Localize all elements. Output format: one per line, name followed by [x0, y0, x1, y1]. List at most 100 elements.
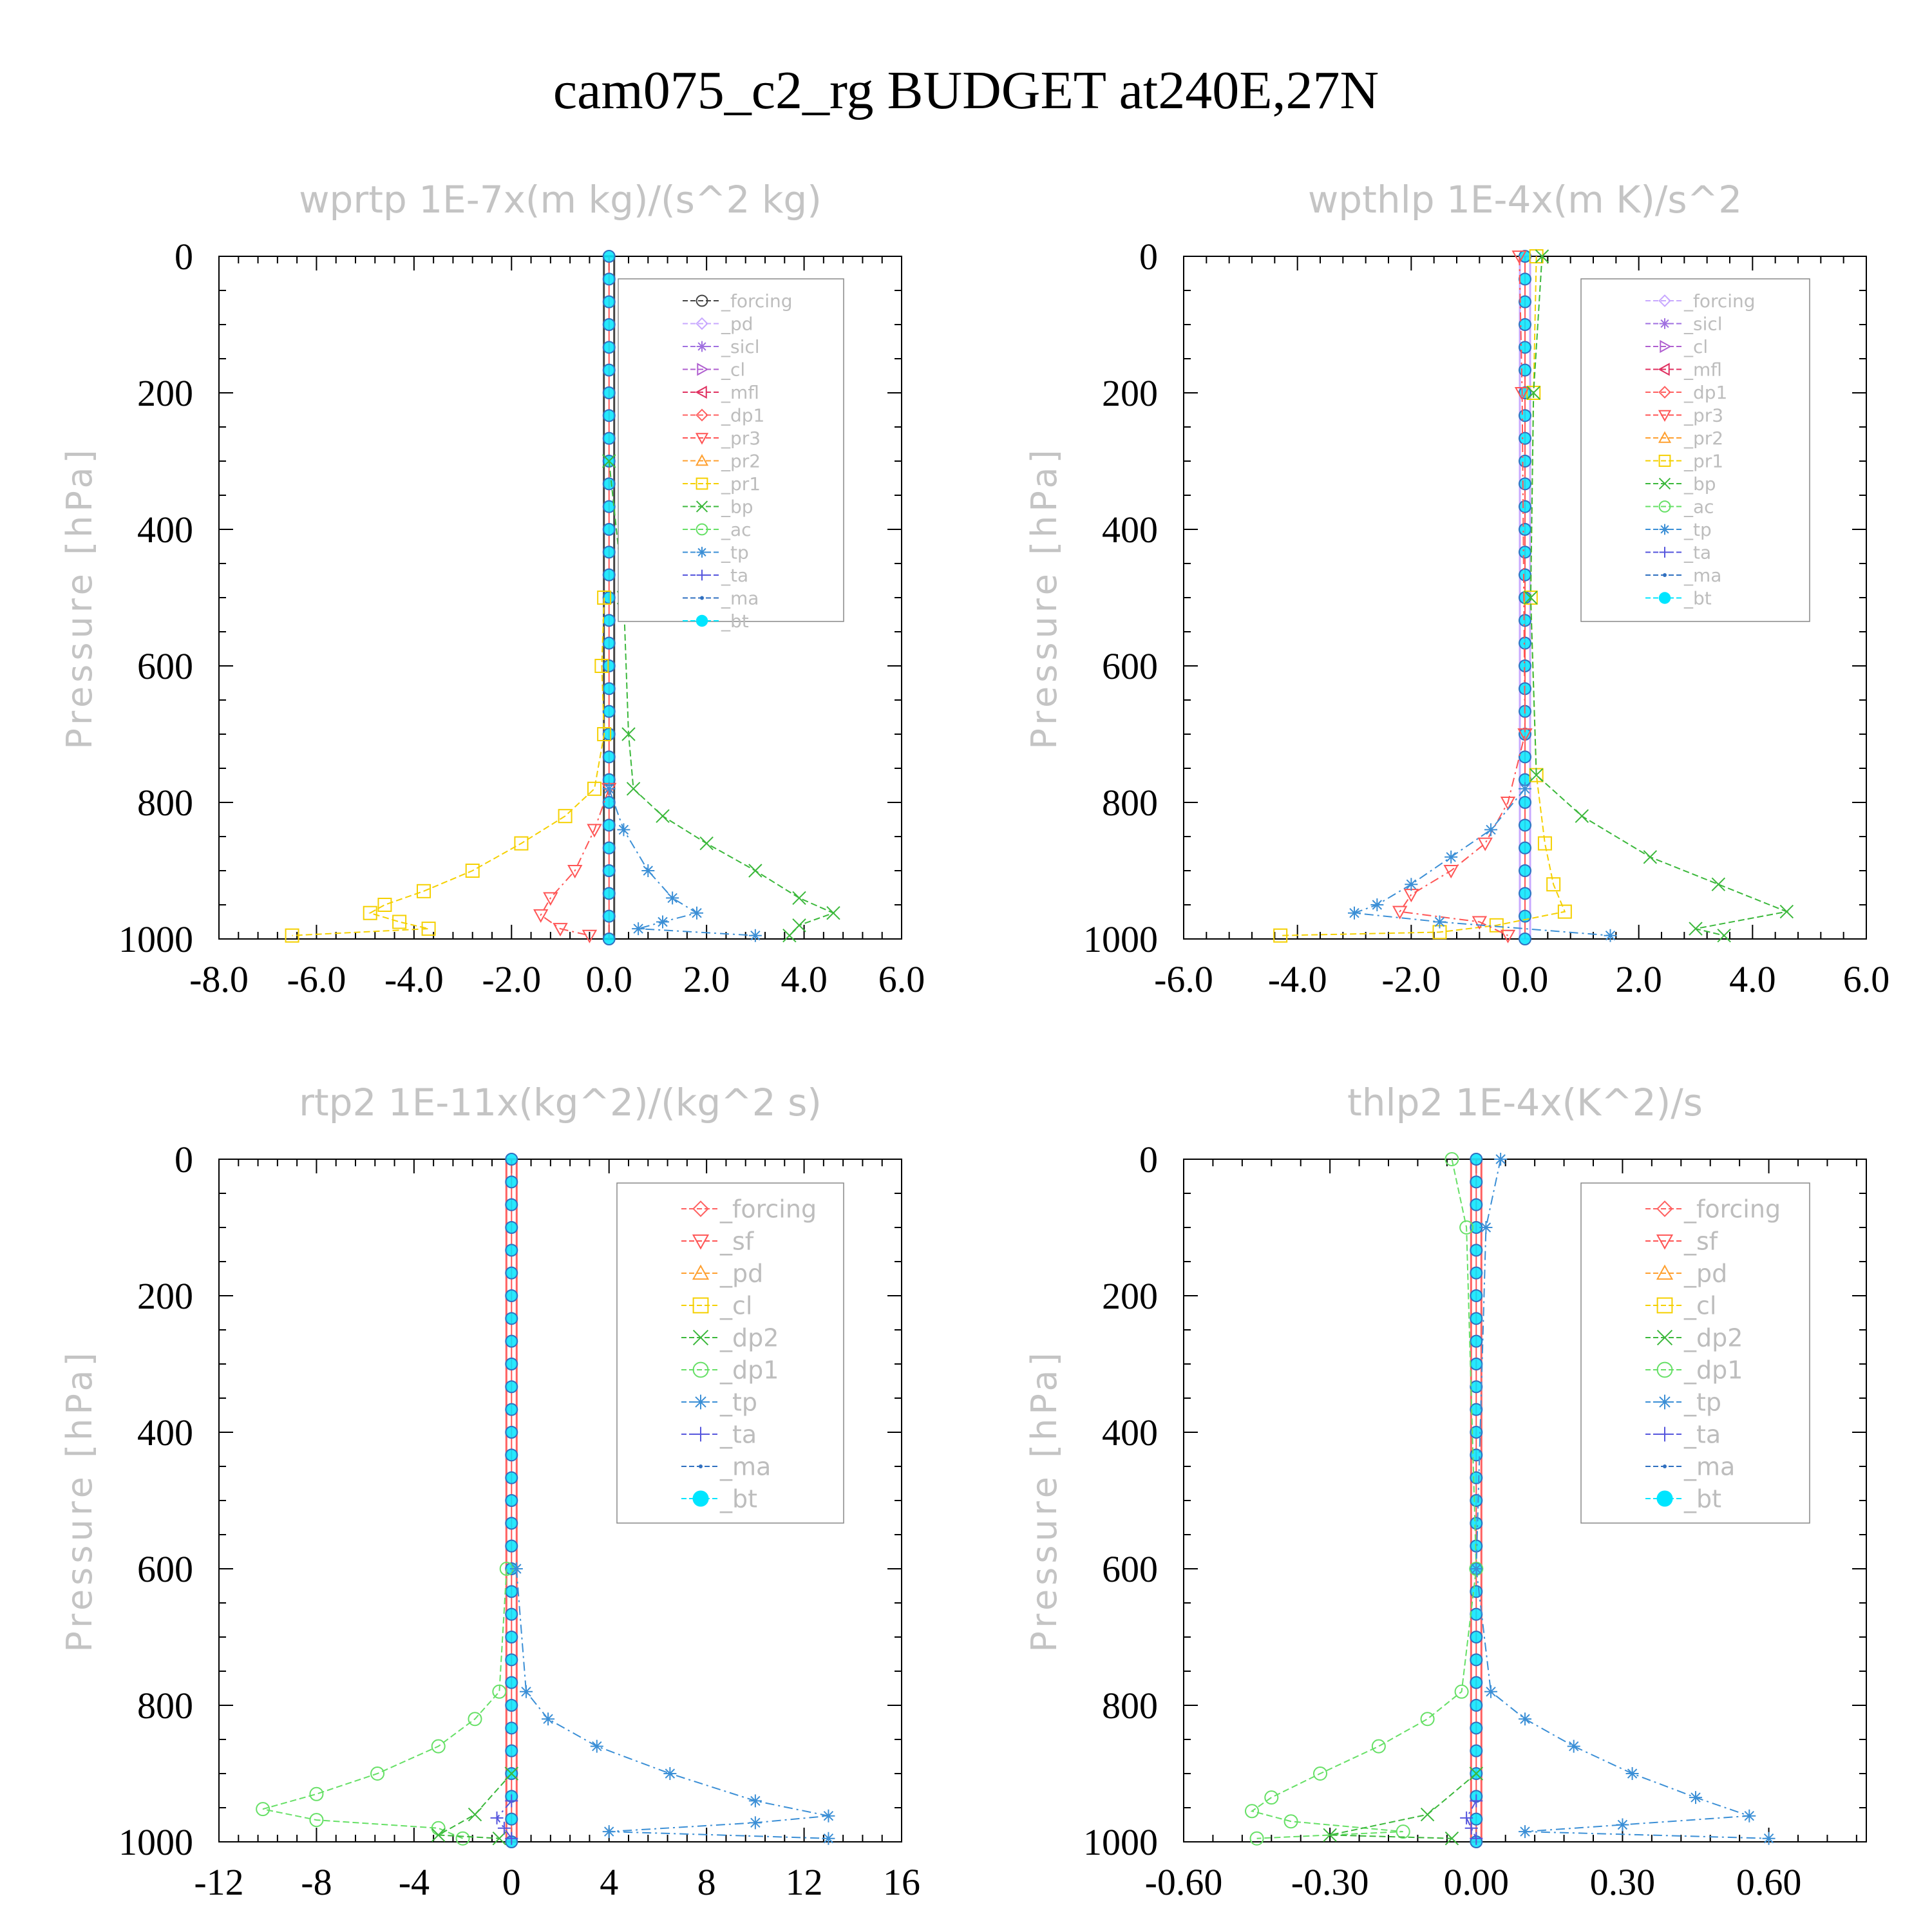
x-tick-label: -12 [194, 1861, 243, 1903]
series-marker [1762, 1832, 1776, 1845]
series-marker [1535, 249, 1549, 263]
legend-label: _pd [719, 1260, 763, 1288]
legend-label: _pr1 [1683, 451, 1723, 472]
series-marker [1514, 387, 1530, 401]
bt-marker [602, 545, 616, 559]
series-marker [1689, 922, 1703, 936]
series-marker [1443, 865, 1459, 879]
legend-marker [696, 294, 708, 307]
bt-marker [602, 431, 616, 445]
legend-marker [692, 1200, 709, 1217]
bt-marker [602, 796, 616, 809]
legend-box [1580, 1182, 1810, 1524]
legend-label: _mfl [1683, 359, 1722, 381]
bt-marker [505, 1744, 518, 1757]
legend-label: _ma [721, 588, 759, 609]
legend-label: _forcing [721, 290, 793, 312]
series-marker [392, 914, 407, 929]
main-title: cam075_c2_rg BUDGET at240E,27N [553, 61, 1379, 120]
y-tick-label: 600 [1102, 645, 1158, 687]
bt-marker [602, 318, 616, 331]
series-marker [656, 915, 669, 929]
series-marker [370, 1766, 385, 1781]
series-marker [504, 1766, 518, 1781]
legend-marker [1658, 592, 1671, 604]
bt-marker [1519, 887, 1531, 900]
series-marker [1444, 1152, 1459, 1166]
legend-label: _cl [1683, 336, 1708, 357]
bt-marker [602, 933, 616, 945]
legend-label: _ac [1683, 497, 1714, 518]
legend-label: _ac [721, 519, 752, 540]
series-line [1398, 256, 1526, 936]
x-tick-label: -8.0 [189, 958, 249, 1000]
legend-label: _cl [721, 359, 745, 381]
legend-label: _tp [721, 542, 749, 564]
legend-label: _pr2 [1683, 428, 1723, 449]
y-tick-label: 200 [1102, 1275, 1158, 1317]
bt-marker [1470, 1153, 1483, 1166]
series-line [1354, 788, 1611, 936]
legend-label: _dp2 [719, 1324, 779, 1352]
bt-marker [1470, 1380, 1483, 1394]
series-line [496, 1800, 513, 1839]
y-tick-label: 1000 [1083, 918, 1158, 960]
legend-marker [1656, 1200, 1673, 1217]
x-tick-label: 0.60 [1736, 1861, 1802, 1903]
bt-marker [1470, 1266, 1483, 1280]
series-line [262, 1568, 507, 1839]
series-marker [1689, 1791, 1702, 1804]
series-marker [1519, 1825, 1531, 1839]
series-marker [621, 727, 636, 741]
legend-label: _bp [721, 497, 753, 518]
series-marker [1500, 929, 1516, 943]
bt-marker [1519, 750, 1531, 764]
bt-marker [602, 477, 616, 491]
legend-marker [1656, 1361, 1673, 1378]
legend-marker [696, 317, 708, 330]
bt-marker [1470, 1721, 1483, 1735]
x-tick-label: -8 [301, 1861, 332, 1903]
legend-label: _bt [1683, 1485, 1721, 1513]
series-marker [468, 1807, 482, 1822]
series-marker [377, 898, 392, 912]
legend-label: _dp1 [719, 1356, 779, 1385]
series-marker [1743, 1809, 1756, 1823]
legend-marker [697, 363, 709, 376]
bt-marker [505, 1244, 518, 1257]
legend-marker [696, 477, 708, 490]
bt-marker [602, 682, 616, 696]
legend-label: _sicl [721, 336, 760, 357]
series-line [1466, 1800, 1477, 1839]
series-marker [431, 1828, 446, 1842]
bt-marker [602, 500, 616, 513]
bt-marker [505, 1721, 518, 1735]
series-marker [1557, 904, 1572, 919]
bt-marker [505, 1312, 518, 1325]
bt-marker [1519, 431, 1531, 445]
series-marker [1643, 850, 1658, 864]
legend-marker [1658, 386, 1671, 399]
legend-marker [693, 1426, 708, 1442]
series-marker [309, 1786, 324, 1801]
bt-marker [602, 705, 616, 718]
bt-marker [602, 386, 616, 399]
bt-marker [1470, 1198, 1483, 1211]
bt-marker [505, 1289, 518, 1302]
x-tick-label: -0.30 [1291, 1861, 1369, 1903]
legend-marker [1657, 1394, 1672, 1410]
bt-marker [505, 1607, 518, 1621]
x-tick-label: -4.0 [1268, 958, 1327, 1000]
series-marker [1460, 1811, 1473, 1824]
series-marker [597, 591, 612, 605]
legend-marker [1656, 1490, 1673, 1507]
legend-label: _sf [1683, 1227, 1719, 1256]
bt-marker [1470, 1175, 1483, 1189]
legend-marker [1659, 524, 1671, 535]
series-marker [1529, 768, 1544, 782]
bt-marker [1519, 272, 1531, 286]
y-axis-label: Pressure [hPa] [59, 446, 100, 749]
bt-marker [1519, 545, 1531, 559]
series-marker [505, 1832, 518, 1845]
series-marker [782, 928, 797, 943]
